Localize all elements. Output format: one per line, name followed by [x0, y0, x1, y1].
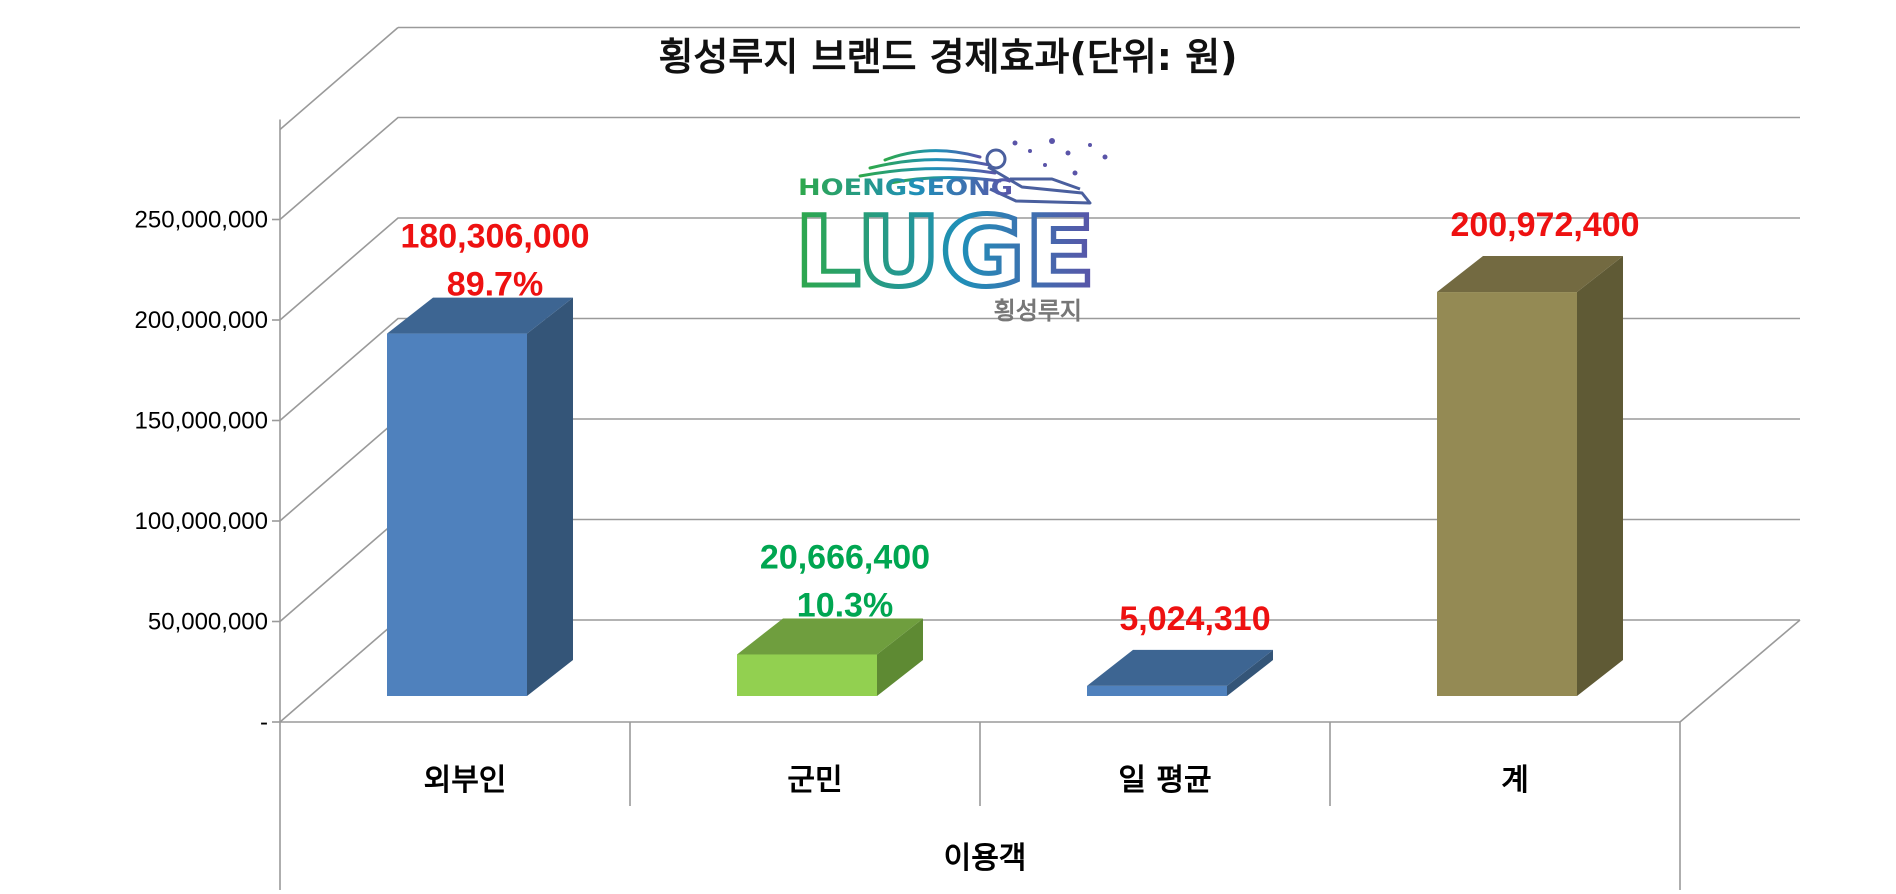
bar-side: [527, 297, 573, 696]
data-label-share: 10.3%: [797, 586, 893, 624]
bar-top: [387, 297, 573, 334]
data-label-value: 200,972,400: [1450, 206, 1639, 244]
logo-big-text: LUGE: [795, 196, 1095, 308]
chart-title: 횡성루지 브랜드 경제효과(단위: 원): [658, 35, 1237, 79]
logo-small-text: HOENGSEONG: [798, 176, 1013, 201]
data-labels: 180,306,000 89.7% 20,666,400 10.3% 5,024,310…: [400, 206, 1639, 638]
bar-front: [387, 333, 527, 696]
bar-top: [737, 618, 923, 655]
y-tick-label: 250,000,000: [135, 207, 268, 234]
luge-rider-icon: [985, 148, 1092, 205]
gridline: [279, 217, 1800, 321]
category-label: 계: [1501, 763, 1529, 798]
data-label-value: 20,666,400: [760, 538, 930, 576]
axes: - 50,000,000 100,000,000 150,000,000 200,000…: [135, 119, 1681, 890]
bar: [387, 297, 573, 696]
floor-right-edge: [1679, 619, 1801, 723]
data-label-value: 180,306,000: [400, 218, 589, 256]
bar: [737, 618, 923, 696]
y-tick-label: 100,000,000: [135, 508, 268, 535]
category-label: 외부인: [424, 763, 507, 798]
bar-top: [1087, 649, 1273, 686]
y-tick-label: 50,000,000: [148, 609, 268, 636]
stars-icon: [1012, 138, 1108, 176]
data-label-share: 89.7%: [447, 266, 543, 304]
bar-side: [1577, 256, 1623, 696]
category-labels: 외부인 군민 일 평균 계: [424, 722, 1529, 806]
luge-logo: HOENGSEONG LUGE 횡성루지: [793, 138, 1108, 325]
speed-lines-icon: [858, 149, 1002, 185]
bar-front: [1437, 292, 1577, 696]
bar-front: [737, 654, 877, 696]
y-tick-label: 200,000,000: [135, 307, 268, 334]
category-label: 군민: [787, 763, 842, 798]
side-wall-top: [279, 26, 399, 131]
bar-side: [1227, 649, 1273, 696]
bar-side: [877, 618, 923, 696]
y-tick-label: 150,000,000: [135, 408, 268, 435]
y-tick-label: -: [260, 709, 268, 736]
data-label-value: 5,024,310: [1119, 600, 1270, 638]
bar-top: [1437, 256, 1623, 293]
bar: [1437, 256, 1623, 696]
bar-front: [1087, 685, 1227, 696]
logo-korean-text: 횡성루지: [994, 297, 1082, 325]
gridline: [279, 317, 1800, 422]
x-axis-title: 이용객: [944, 841, 1027, 876]
bars: [387, 256, 1623, 696]
bar: [1087, 649, 1273, 696]
gridline: [279, 116, 1800, 221]
category-label: 일 평균: [1118, 763, 1211, 798]
